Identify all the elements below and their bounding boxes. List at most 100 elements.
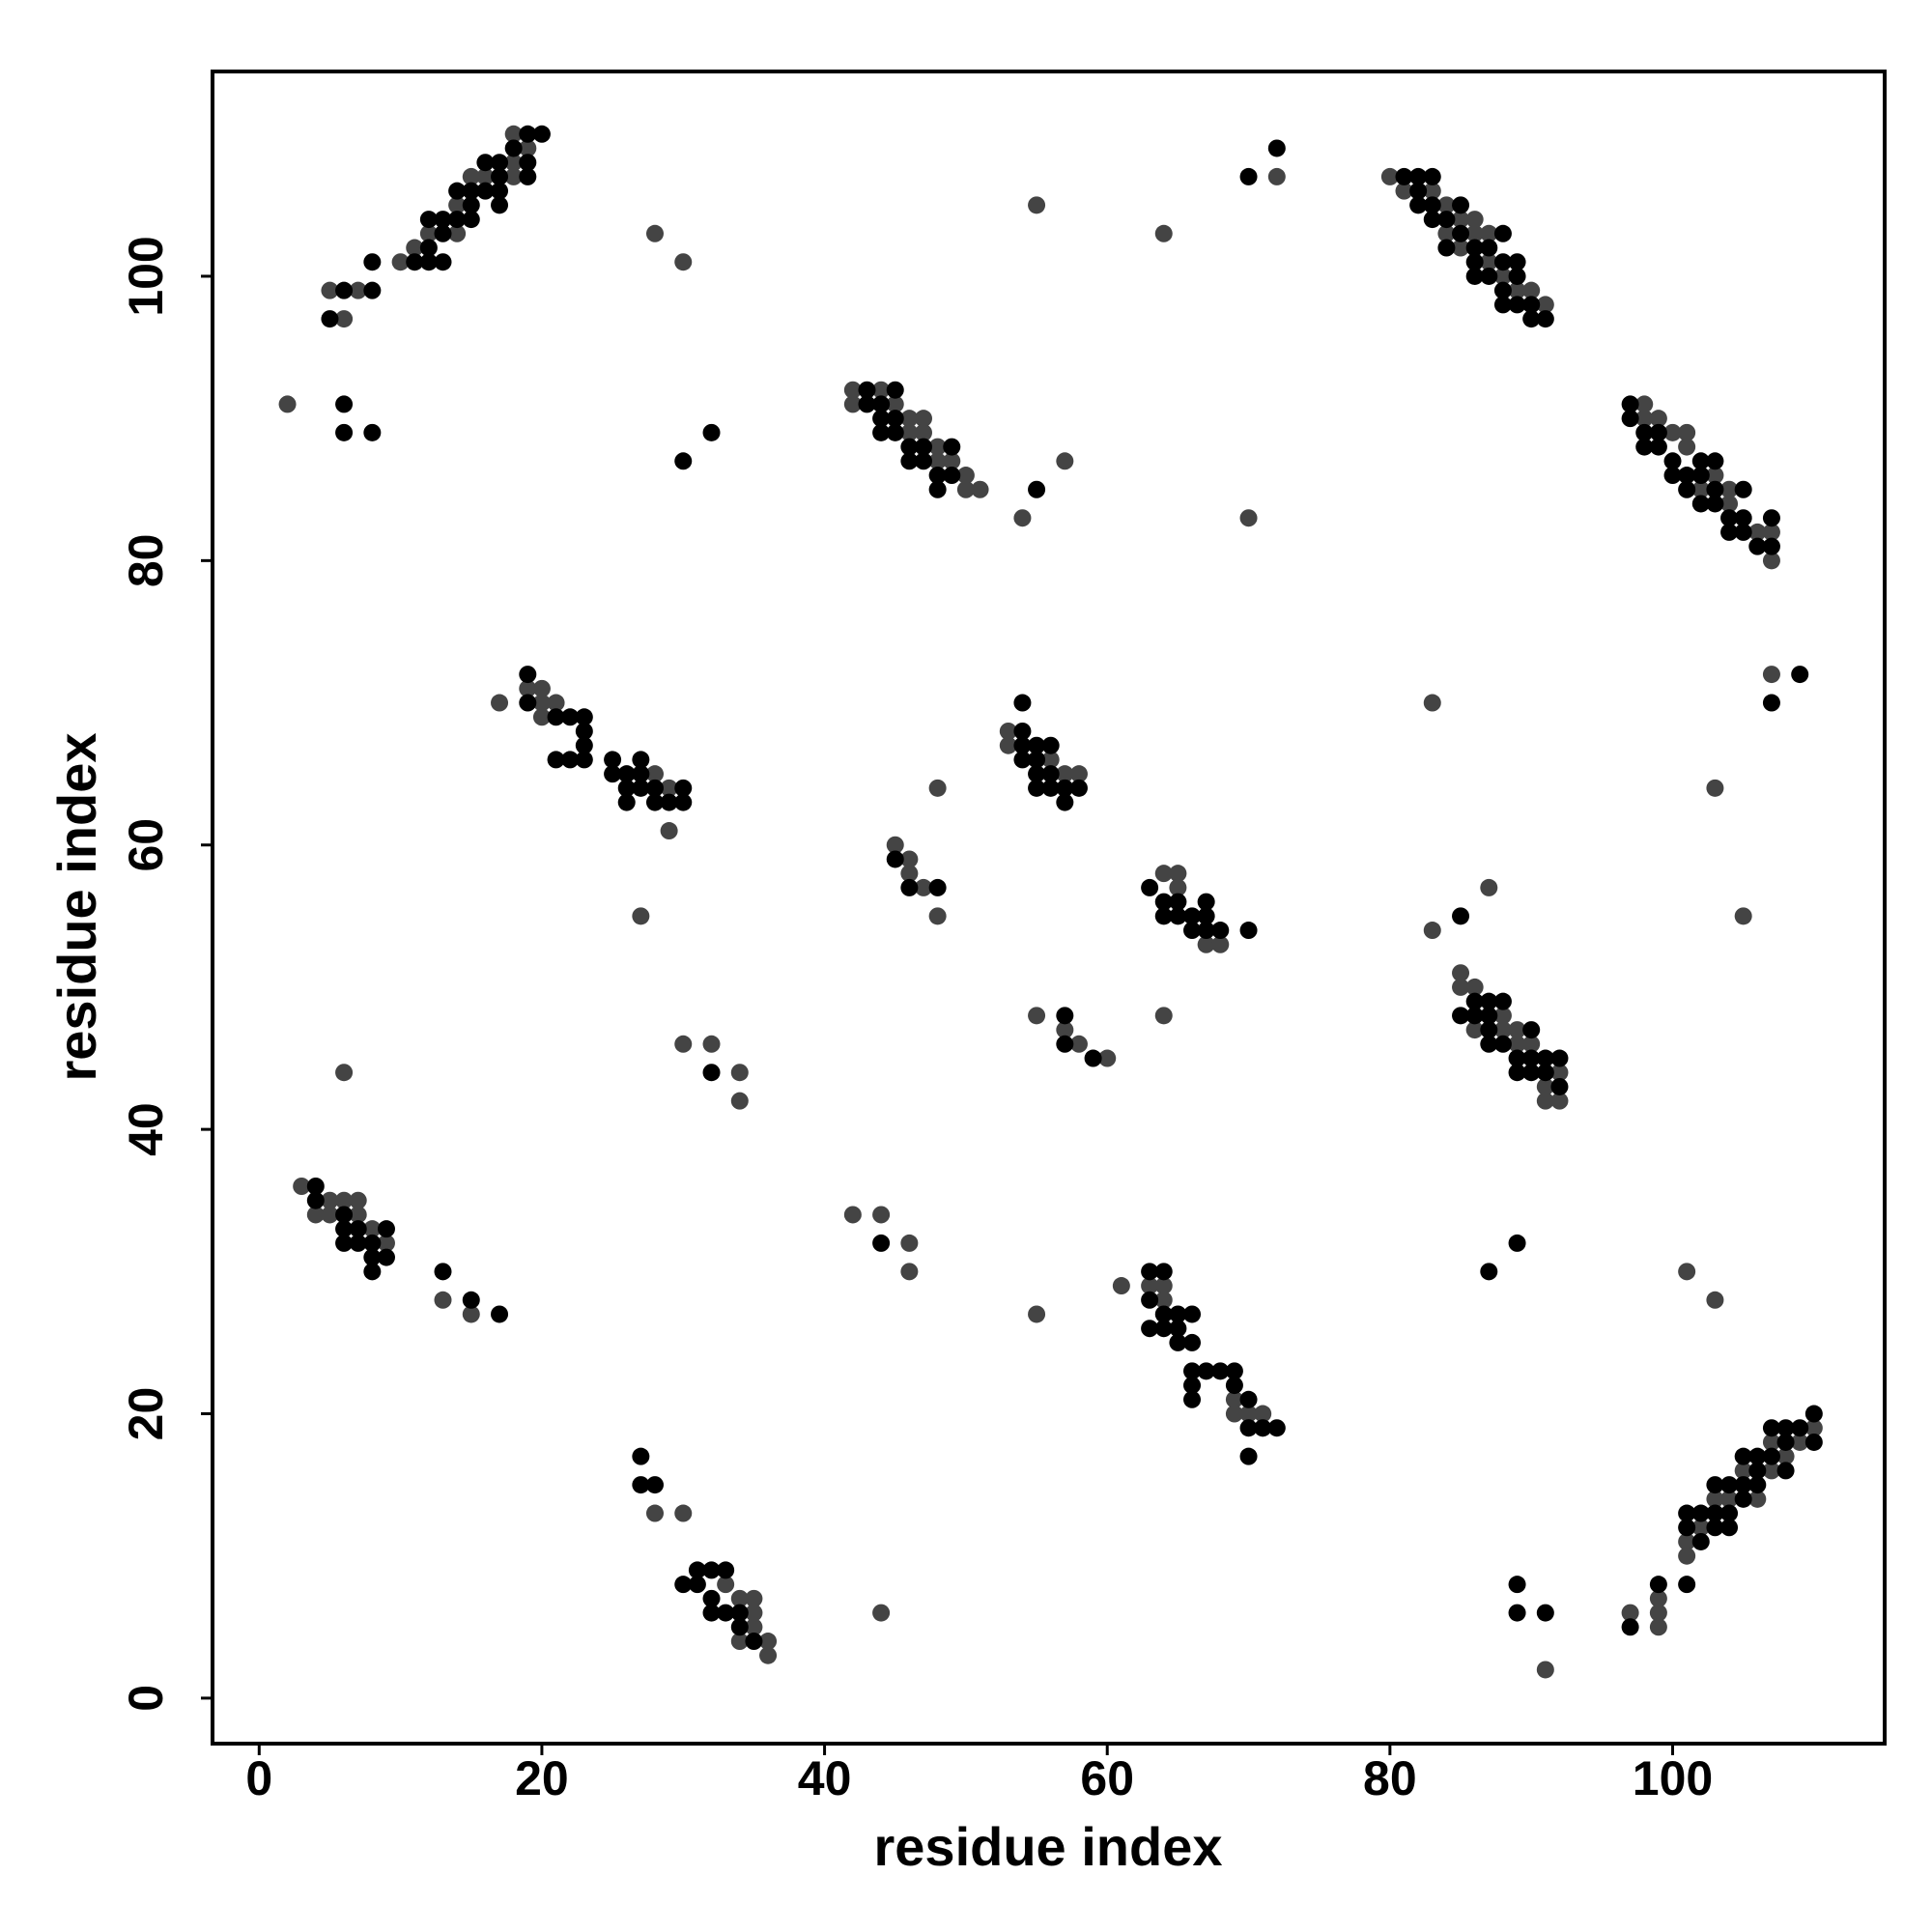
point	[1678, 423, 1696, 441]
point	[1465, 253, 1484, 271]
point	[504, 139, 523, 157]
point	[434, 1291, 452, 1309]
point	[1154, 893, 1173, 911]
point	[1056, 1007, 1074, 1025]
point	[1267, 139, 1286, 157]
point	[1480, 253, 1498, 271]
point	[419, 224, 438, 242]
point	[717, 1576, 735, 1594]
point	[462, 211, 480, 229]
x-tick-label: 80	[1363, 1751, 1417, 1805]
point	[1522, 1049, 1541, 1067]
point	[1452, 1007, 1470, 1025]
point	[532, 694, 551, 712]
point	[1804, 1419, 1823, 1437]
point	[363, 1234, 382, 1252]
point	[476, 167, 495, 185]
point	[1154, 1305, 1173, 1323]
point	[349, 1191, 367, 1209]
point	[1028, 1007, 1046, 1025]
point	[928, 779, 947, 797]
point	[293, 1178, 311, 1195]
point	[1225, 1405, 1243, 1423]
point	[843, 395, 862, 413]
point	[1183, 1377, 1202, 1395]
point	[1804, 1433, 1823, 1451]
point	[1762, 1433, 1780, 1451]
point	[1493, 253, 1512, 271]
point	[1706, 779, 1724, 797]
point	[1239, 1390, 1258, 1408]
point	[1169, 1320, 1187, 1338]
point	[730, 1633, 749, 1651]
point	[1678, 467, 1696, 485]
point	[971, 480, 989, 498]
point	[462, 1291, 480, 1309]
point	[1169, 907, 1187, 925]
point	[1041, 765, 1060, 783]
point	[872, 381, 891, 399]
point	[1508, 1576, 1526, 1594]
point	[1225, 1377, 1243, 1395]
point	[335, 395, 354, 413]
point	[900, 438, 919, 456]
point	[702, 1589, 721, 1607]
point	[462, 196, 480, 214]
point	[1480, 992, 1498, 1010]
point	[900, 850, 919, 868]
y-axis-title: residue index	[46, 732, 107, 1081]
point	[1056, 1021, 1074, 1039]
point	[1522, 1064, 1541, 1082]
point	[1550, 1064, 1569, 1082]
point	[335, 1206, 354, 1224]
point	[519, 139, 537, 157]
point	[674, 253, 693, 271]
point	[335, 310, 354, 328]
point	[575, 708, 593, 726]
point	[900, 878, 919, 896]
point	[1508, 281, 1526, 299]
point	[900, 1234, 919, 1252]
point	[462, 182, 480, 200]
point	[1522, 296, 1541, 314]
point	[1536, 1092, 1554, 1110]
point	[1480, 1021, 1498, 1039]
x-axis-title: residue index	[873, 1816, 1222, 1877]
point	[335, 1220, 354, 1238]
point	[1395, 182, 1413, 200]
point	[915, 410, 933, 428]
point	[1098, 1049, 1117, 1067]
point	[335, 1234, 354, 1252]
point	[886, 836, 904, 854]
point	[1493, 281, 1512, 299]
point	[491, 196, 509, 214]
point	[434, 211, 452, 229]
point	[1084, 1049, 1102, 1067]
point	[1508, 1604, 1526, 1622]
point	[1663, 467, 1682, 485]
point	[1649, 410, 1667, 428]
point	[547, 694, 565, 712]
point	[504, 154, 523, 172]
point	[349, 1234, 367, 1252]
point	[1508, 253, 1526, 271]
y-tick-label: 20	[119, 1387, 173, 1441]
point	[519, 125, 537, 143]
point	[1197, 922, 1215, 940]
point	[1762, 509, 1780, 527]
point	[1239, 1405, 1258, 1423]
point	[645, 224, 664, 242]
point	[1522, 281, 1541, 299]
point	[1056, 765, 1074, 783]
point	[278, 395, 297, 413]
point	[1154, 1007, 1173, 1025]
point	[1465, 992, 1484, 1010]
point	[1720, 1519, 1739, 1537]
point	[1056, 779, 1074, 797]
point	[1480, 224, 1498, 242]
point	[1197, 1362, 1215, 1380]
point	[1691, 467, 1710, 485]
point	[1452, 964, 1470, 982]
point	[1791, 1419, 1809, 1437]
point	[1776, 1447, 1795, 1465]
